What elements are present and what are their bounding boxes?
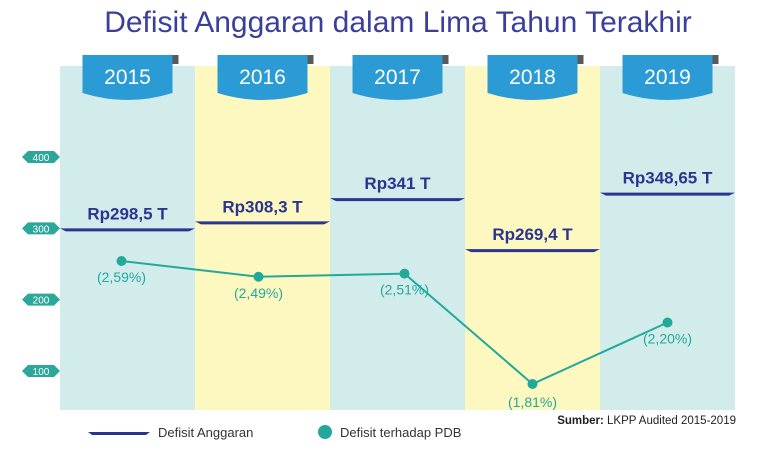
- year-badges: 2015 2016 2017 2018 2019: [82, 55, 719, 100]
- gdp-ratio-point: [116, 256, 127, 266]
- gdp-ratio-point: [527, 379, 538, 389]
- y-tick-label: 300: [33, 224, 50, 235]
- legend-gdp-label: Defisit terhadap PDB: [340, 425, 461, 440]
- x-tick-label: 2015: [104, 66, 151, 89]
- y-tick-tag: [22, 151, 60, 163]
- year-badge-2015: [82, 55, 173, 100]
- column-2017: [330, 66, 465, 410]
- gdp-ratio-label: (2,20%): [643, 331, 692, 347]
- x-tick-label: 2016: [239, 66, 286, 89]
- source-note: Sumber: LKPP Audited 2015-2019: [557, 415, 736, 427]
- legend-gdp-swatch: [318, 425, 332, 439]
- budget-value-label: Rp341 T: [364, 174, 431, 193]
- column-2018: [465, 66, 600, 410]
- gdp-ratio-series: (2,59%) (2,49%) (2,51%) (1,81%) (2,20%): [97, 256, 692, 410]
- gdp-ratio-label: (1,81%): [508, 394, 557, 410]
- y-tick-tag: [22, 293, 60, 306]
- year-badge-2018: [487, 55, 578, 100]
- budget-value-label: Rp269,4 T: [492, 225, 573, 244]
- x-tick-label: 2018: [509, 66, 556, 89]
- budget-marker: [195, 221, 330, 225]
- column-2015: [60, 66, 195, 410]
- x-tick-label: 2019: [644, 66, 691, 89]
- y-axis-ticks: 400 300 200 100: [22, 151, 60, 378]
- year-columns: [60, 66, 735, 410]
- y-tick-label: 200: [33, 296, 50, 307]
- gdp-ratio-label: (2,49%): [234, 285, 283, 301]
- gdp-ratio-point: [662, 317, 673, 328]
- budget-value-label: Rp308,3 T: [222, 197, 303, 216]
- chart-title: Defisit Anggaran dalam Lima Tahun Terakh…: [104, 6, 692, 39]
- budget-marker: [465, 249, 600, 253]
- budget-value-label: Rp348,65 T: [623, 169, 713, 188]
- column-2016: [195, 66, 330, 410]
- y-tick-label: 400: [33, 153, 50, 164]
- year-badge-2019: [622, 55, 713, 100]
- budget-marker: [60, 228, 195, 232]
- year-badge-2016: [217, 55, 308, 100]
- gdp-ratio-label: (2,59%): [97, 269, 146, 285]
- y-tick-label: 100: [33, 367, 50, 378]
- legend: Defisit Anggaran Defisit terhadap PDB: [88, 425, 461, 440]
- legend-budget-swatch: [88, 432, 150, 435]
- budget-marker: [330, 198, 465, 202]
- year-badge-2017: [352, 55, 443, 100]
- budget-value-label: Rp298,5 T: [87, 204, 168, 223]
- gdp-ratio-point: [399, 268, 410, 279]
- budget-deficit-series: Rp298,5 T Rp308,3 T Rp341 T Rp269,4 T Rp348,…: [60, 169, 735, 253]
- source-label: Sumber:: [557, 415, 604, 427]
- gdp-ratio-label: (2,51%): [380, 282, 429, 298]
- y-tick-tag: [22, 365, 60, 377]
- gdp-ratio-point: [253, 271, 264, 282]
- column-2019: [600, 66, 735, 410]
- budget-marker: [600, 192, 735, 196]
- source-text: LKPP Audited 2015-2019: [604, 415, 736, 427]
- x-tick-label: 2017: [374, 66, 421, 89]
- y-tick-tag: [22, 222, 60, 235]
- legend-budget-label: Defisit Anggaran: [158, 425, 253, 440]
